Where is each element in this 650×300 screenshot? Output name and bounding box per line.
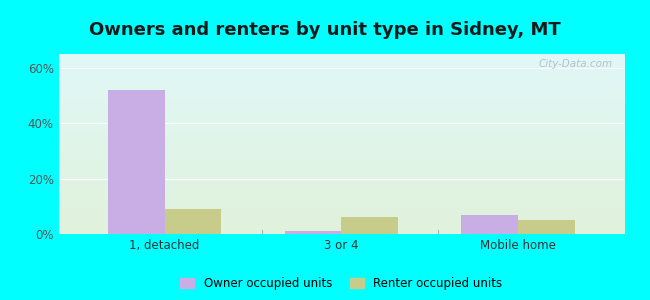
Bar <box>341 218 398 234</box>
Text: Owners and renters by unit type in Sidney, MT: Owners and renters by unit type in Sidne… <box>89 21 561 39</box>
Bar <box>462 214 518 234</box>
Bar <box>285 231 341 234</box>
Text: City-Data.com: City-Data.com <box>539 59 613 69</box>
Bar <box>518 220 575 234</box>
Bar <box>164 209 221 234</box>
Legend: Owner occupied units, Renter occupied units: Owner occupied units, Renter occupied un… <box>176 272 507 295</box>
Bar <box>108 90 164 234</box>
